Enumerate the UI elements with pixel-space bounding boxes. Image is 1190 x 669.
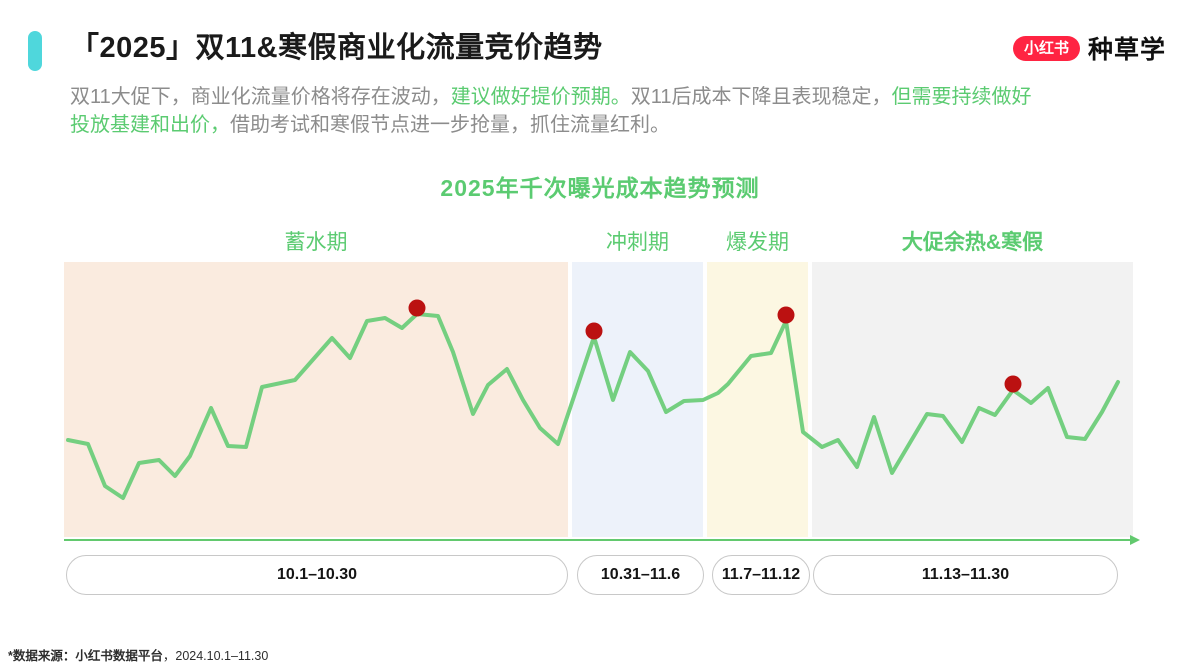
logo-wordmark: 种草学 xyxy=(1087,36,1166,64)
peak-marker-dot xyxy=(1004,375,1022,393)
intro-plain-text: 双11后成本下降且表现稳定， xyxy=(630,86,892,108)
intro-plain-text: 双11大促下，商业化流量价格将存在波动， xyxy=(70,86,451,108)
x-axis-arrow-icon xyxy=(1130,535,1140,545)
phase-label-2: 冲刺期 xyxy=(606,231,669,254)
intro-line: 投放基建和出价，借助考试和寒假节点进一步抢量，抓住流量红利。 xyxy=(70,111,1032,139)
intro-highlight-text: 建议做好提价预期。 xyxy=(450,86,631,108)
intro-highlight-text: 但需要持续做好 xyxy=(891,86,1032,108)
peak-marker-dot xyxy=(585,322,603,340)
phase-band-3 xyxy=(707,262,808,537)
date-range-pill-2: 10.31–11.6 xyxy=(577,555,704,595)
intro-line: 双11大促下，商业化流量价格将存在波动，建议做好提价预期。双11后成本下降且表现… xyxy=(70,83,1032,111)
peak-marker-dot xyxy=(777,306,795,324)
xiaohongshu-logo: 小红书 种草学 xyxy=(1012,30,1166,66)
phase-band-2 xyxy=(572,262,703,537)
intro-plain-text: 借助考试和寒假节点进一步抢量，抓住流量红利。 xyxy=(230,114,670,136)
cpm-trend-line xyxy=(66,312,1120,500)
peak-marker-dot xyxy=(408,299,426,317)
intro-text: 双11大促下，商业化流量价格将存在波动，建议做好提价预期。双11后成本下降且表现… xyxy=(70,83,1032,139)
phase-label-3: 爆发期 xyxy=(726,231,789,254)
data-source-range: ，2024.10.1–11.30 xyxy=(162,649,269,663)
data-source-label: *数据来源：小红书数据平台 xyxy=(8,649,163,663)
intro-highlight-text: 投放基建和出价， xyxy=(70,114,230,136)
date-range-pill-4: 11.13–11.30 xyxy=(813,555,1118,595)
chart-title: 2025年千次曝光成本趋势预测 xyxy=(440,175,760,201)
xiaohongshu-badge: 小红书 xyxy=(1012,35,1080,61)
phase-band-1 xyxy=(64,262,568,537)
date-range-pill-3: 11.7–11.12 xyxy=(712,555,810,595)
page-title: 「2025」双11&寒假商业化流量竞价趋势 xyxy=(70,32,603,64)
title-accent-bar xyxy=(28,31,42,71)
phase-label-1: 蓄水期 xyxy=(284,231,348,254)
date-range-pill-1: 10.1–10.30 xyxy=(66,555,568,595)
phase-band-4 xyxy=(812,262,1133,537)
data-source-note: *数据来源：小红书数据平台，2024.10.1–11.30 xyxy=(8,645,268,664)
phase-label-4: 大促余热&寒假 xyxy=(901,231,1044,254)
